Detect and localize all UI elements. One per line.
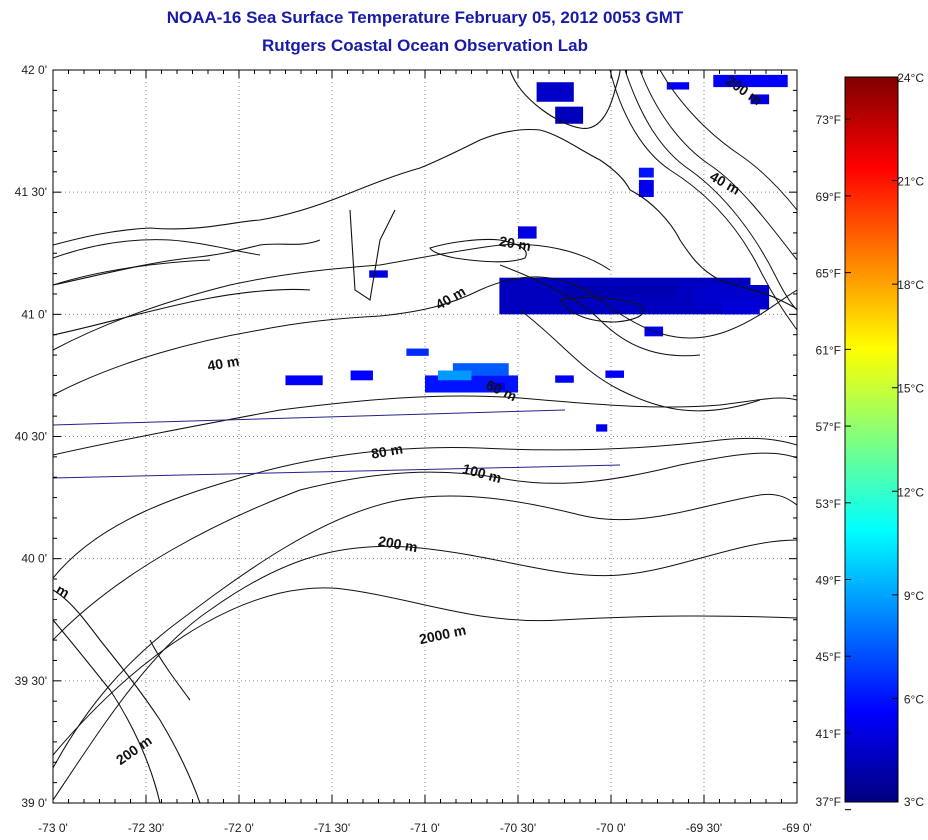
contour-80m bbox=[53, 437, 797, 579]
coast-nantucket bbox=[559, 297, 645, 323]
sst-patch bbox=[605, 370, 625, 378]
coast-long-island bbox=[53, 239, 321, 286]
sst-patch bbox=[555, 375, 574, 383]
contour-2000m bbox=[53, 587, 797, 756]
lon-label: -72 0' bbox=[224, 821, 254, 835]
sst-patch bbox=[713, 74, 788, 88]
colorbar-fahrenheit-labels: 73°F 69°F 65°F 61°F 57°F 53°F 49°F 45°F 41°F 37°F bbox=[816, 113, 851, 811]
sst-patch bbox=[285, 375, 323, 386]
gridlines bbox=[53, 70, 797, 803]
colorbar-celsius-labels: 24°C 21°C 18°C 15°C 12°C 9°C 6°C 3°C bbox=[892, 71, 924, 809]
depth-label: 80 m bbox=[370, 440, 404, 461]
colorbar-f-label: 53°F bbox=[816, 497, 841, 511]
colorbar-f-label: 49°F bbox=[816, 574, 841, 588]
sst-patch bbox=[638, 167, 654, 178]
depth-label: 20 m bbox=[498, 233, 532, 254]
colorbar-c-label: 9°C bbox=[904, 589, 924, 603]
latitude-labels: 42 0' 41 30' 41 0' 40 30' 40 0' 39 30' 39 0' bbox=[15, 63, 47, 810]
longitude-labels: -73 0' -72 30' -72 0' -71 30' -71 0' -70 30' -… bbox=[38, 821, 812, 835]
colorbar bbox=[844, 76, 899, 803]
lat-label: 40 30' bbox=[15, 430, 47, 444]
colorbar-f-label: 57°F bbox=[816, 420, 841, 434]
colorbar-f-label: 69°F bbox=[816, 190, 841, 204]
contour-200m-outer bbox=[53, 539, 797, 801]
lon-label: -70 0' bbox=[596, 821, 626, 835]
contour-100m bbox=[53, 452, 797, 641]
sst-patch bbox=[750, 94, 770, 105]
colorbar-c-label: 12°C bbox=[897, 485, 924, 499]
sst-patch bbox=[722, 299, 760, 315]
colorbar-f-label: 61°F bbox=[816, 343, 841, 357]
lon-label: -72 30' bbox=[128, 821, 164, 835]
contour-20m bbox=[53, 243, 611, 351]
lon-label: -71 30' bbox=[314, 821, 350, 835]
colorbar-c-label: 6°C bbox=[904, 692, 924, 706]
lon-label: -73 0' bbox=[38, 821, 68, 835]
depth-label: 40 m bbox=[206, 353, 240, 374]
coastline bbox=[53, 70, 797, 803]
colorbar-f-label: 37°F bbox=[816, 795, 841, 809]
sst-patch bbox=[406, 348, 429, 356]
lat-label: 39 30' bbox=[15, 674, 47, 688]
lon-label: -71 0' bbox=[410, 821, 440, 835]
colorbar-f-label: 41°F bbox=[816, 727, 841, 741]
lon-label: -70 30' bbox=[500, 821, 536, 835]
lon-label: -69 0' bbox=[782, 821, 812, 835]
sst-patch bbox=[638, 179, 654, 198]
lat-label: 42 0' bbox=[21, 63, 47, 77]
sst-patch bbox=[438, 370, 472, 381]
contour-60m bbox=[53, 395, 797, 456]
sst-patch bbox=[797, 148, 806, 163]
sst-patch bbox=[666, 82, 690, 90]
contour-40m bbox=[53, 276, 797, 396]
map-subtitle: Rutgers Coastal Ocean Observation Lab bbox=[262, 36, 588, 55]
lon-label: -69 30' bbox=[686, 821, 722, 835]
colorbar-f-label: 73°F bbox=[816, 113, 841, 127]
sst-patch bbox=[490, 382, 505, 391]
colorbar-f-label: 45°F bbox=[816, 650, 841, 664]
colorbar-c-label: 18°C bbox=[897, 278, 924, 292]
depth-label: 200 m bbox=[377, 533, 419, 556]
sst-patch bbox=[555, 106, 584, 124]
coast-new-england bbox=[53, 128, 631, 246]
colorbar-c-label: 21°C bbox=[897, 175, 924, 189]
coast-cape-cod bbox=[629, 189, 797, 311]
colorbar-c-label: 24°C bbox=[897, 71, 924, 85]
axis-ticks bbox=[52, 69, 798, 804]
sst-patch bbox=[369, 270, 388, 278]
sst-patch bbox=[596, 424, 608, 432]
colorbar-c-label: 3°C bbox=[904, 795, 924, 809]
colorbar-c-label: 15°C bbox=[897, 382, 924, 396]
lat-label: 40 0' bbox=[21, 552, 47, 566]
map-title: NOAA-16 Sea Surface Temperature February… bbox=[166, 8, 684, 27]
lat-label: 41 0' bbox=[21, 307, 47, 321]
sst-patch bbox=[518, 226, 537, 239]
lat-label: 39 0' bbox=[21, 796, 47, 810]
sst-patch bbox=[536, 82, 574, 102]
sst-patch bbox=[350, 370, 373, 381]
lat-label: 41 30' bbox=[15, 185, 47, 199]
colorbar-f-label: 65°F bbox=[816, 267, 841, 281]
sst-patch bbox=[564, 285, 677, 298]
coast-marthas-vineyard bbox=[429, 238, 527, 263]
